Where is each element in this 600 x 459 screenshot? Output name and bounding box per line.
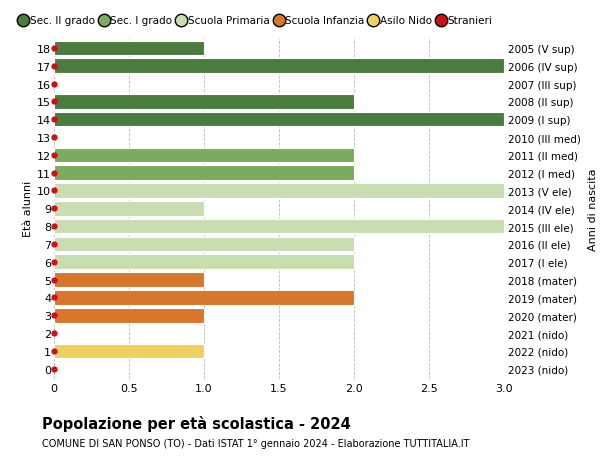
Y-axis label: Anni di nascita: Anni di nascita — [588, 168, 598, 250]
Bar — [54, 148, 354, 163]
Y-axis label: Età alunni: Età alunni — [23, 181, 33, 237]
Bar — [54, 255, 354, 269]
Text: COMUNE DI SAN PONSO (TO) - Dati ISTAT 1° gennaio 2024 - Elaborazione TUTTITALIA.: COMUNE DI SAN PONSO (TO) - Dati ISTAT 1°… — [42, 438, 470, 448]
Bar — [54, 273, 204, 287]
Bar — [54, 95, 354, 109]
Text: Popolazione per età scolastica - 2024: Popolazione per età scolastica - 2024 — [42, 415, 351, 431]
Bar — [54, 308, 204, 323]
Bar — [54, 219, 504, 234]
Bar — [54, 166, 354, 180]
Bar — [54, 184, 504, 198]
Legend: Sec. II grado, Sec. I grado, Scuola Primaria, Scuola Infanzia, Asilo Nido, Stran: Sec. II grado, Sec. I grado, Scuola Prim… — [16, 12, 497, 30]
Bar — [54, 237, 354, 252]
Bar — [54, 344, 204, 358]
Bar — [54, 41, 204, 56]
Bar — [54, 112, 504, 127]
Bar — [54, 202, 204, 216]
Bar — [54, 59, 504, 74]
Bar — [54, 291, 354, 305]
